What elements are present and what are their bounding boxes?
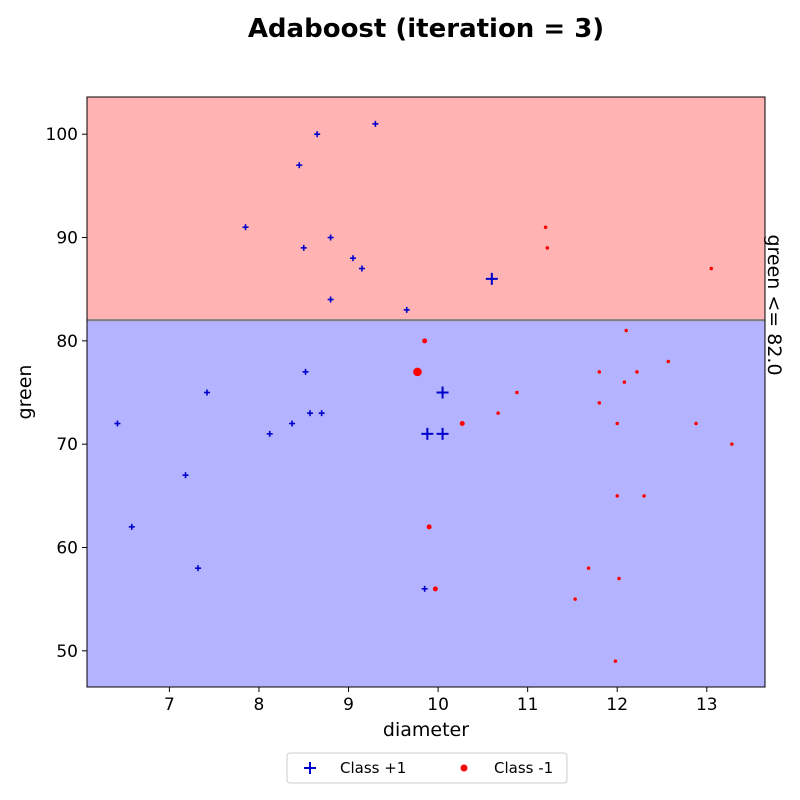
- point-class-minus: [666, 359, 671, 364]
- x-tick-label: 12: [606, 695, 628, 715]
- x-axis-label: diameter: [383, 719, 469, 741]
- region-above-threshold: [87, 97, 765, 321]
- point-class-plus: [302, 368, 309, 375]
- point-class-plus: [436, 386, 449, 399]
- point-class-plus: [314, 131, 321, 138]
- point-class-minus: [515, 390, 519, 395]
- point-class-plus: [307, 410, 314, 417]
- point-class-plus: [421, 585, 428, 592]
- point-class-minus: [617, 576, 621, 581]
- point-class-minus: [642, 494, 646, 498]
- region-below-threshold: [87, 320, 765, 687]
- y-axis-label: green: [14, 365, 36, 420]
- point-class-minus: [586, 566, 591, 570]
- point-class-minus: [613, 659, 618, 663]
- data-points: [114, 120, 734, 663]
- decision-boundary-label: green <= 82.0: [763, 234, 785, 375]
- point-class-plus: [114, 420, 121, 427]
- point-class-plus: [327, 296, 334, 303]
- x-axis-ticks: 7 8 9 10 11 12 13: [164, 687, 718, 715]
- chart-title: Adaboost (iteration = 3): [248, 14, 604, 44]
- point-class-plus: [327, 234, 334, 241]
- x-tick-label: 8: [254, 695, 265, 715]
- point-class-plus: [242, 224, 249, 231]
- point-class-minus: [615, 494, 619, 498]
- point-class-minus: [545, 246, 550, 250]
- legend-label-class-plus: Class +1: [340, 759, 406, 777]
- point-class-minus: [422, 338, 428, 344]
- point-class-plus: [300, 244, 307, 251]
- point-class-plus: [436, 427, 449, 440]
- legend-marker-class-minus: [460, 764, 468, 772]
- plot-frame: [86, 96, 766, 688]
- point-class-minus: [496, 411, 500, 415]
- y-tick-label: 100: [46, 125, 78, 145]
- point-class-plus: [358, 265, 365, 272]
- point-class-minus: [459, 421, 465, 426]
- legend-label-class-minus: Class -1: [494, 759, 553, 777]
- point-class-minus: [597, 370, 602, 374]
- legend-marker-class-plus: [304, 762, 316, 774]
- point-class-plus: [403, 306, 410, 313]
- point-class-plus: [350, 255, 357, 262]
- x-tick-label: 9: [343, 695, 354, 715]
- point-class-minus: [694, 421, 698, 426]
- point-class-minus: [426, 524, 432, 530]
- point-class-minus: [709, 266, 714, 271]
- point-class-minus: [573, 597, 577, 601]
- y-tick-label: 70: [56, 435, 78, 455]
- plot-area: [86, 96, 766, 688]
- point-class-minus: [432, 586, 438, 592]
- point-class-plus: [485, 272, 498, 285]
- point-class-plus: [195, 565, 202, 572]
- point-class-minus: [622, 380, 627, 384]
- point-class-plus: [128, 523, 135, 530]
- y-tick-label: 60: [56, 539, 78, 559]
- y-tick-label: 50: [56, 642, 78, 662]
- point-class-minus: [413, 367, 422, 377]
- x-tick-label: 13: [696, 695, 718, 715]
- point-class-plus: [318, 410, 325, 417]
- legend-frame: [286, 752, 568, 784]
- point-class-minus: [635, 370, 639, 374]
- legend: Class +1 Class -1: [286, 752, 568, 784]
- y-tick-label: 80: [56, 332, 78, 352]
- point-class-minus: [597, 401, 602, 405]
- point-class-minus: [730, 442, 734, 446]
- x-tick-label: 10: [427, 695, 449, 715]
- point-class-plus: [372, 120, 379, 127]
- x-tick-label: 11: [517, 695, 539, 715]
- point-class-minus: [543, 225, 548, 229]
- point-class-plus: [421, 427, 434, 440]
- point-class-plus: [182, 472, 189, 479]
- x-tick-label: 7: [164, 695, 175, 715]
- point-class-plus: [296, 162, 303, 169]
- point-class-minus: [615, 421, 619, 426]
- y-axis-ticks: 50 60 70 80 90 100: [46, 125, 87, 662]
- y-tick-label: 90: [56, 229, 78, 249]
- point-class-minus: [624, 328, 628, 333]
- point-class-plus: [204, 389, 211, 396]
- point-class-plus: [289, 420, 296, 427]
- point-class-plus: [266, 430, 273, 437]
